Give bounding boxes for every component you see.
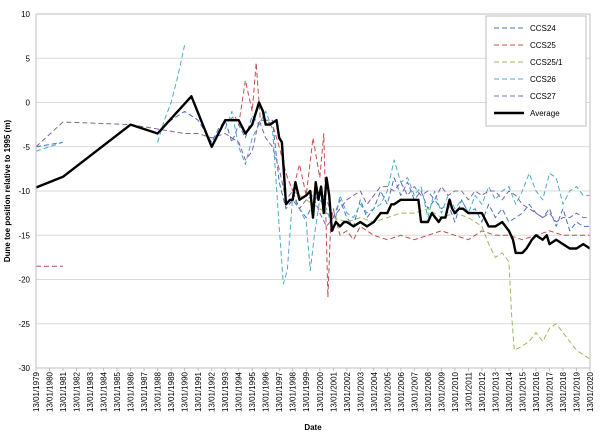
x-tick-label: 13/01/2016 [532, 371, 541, 412]
x-tick-label: 13/01/1982 [73, 371, 82, 412]
x-tick-label: 13/01/2007 [410, 371, 419, 412]
series-line [35, 119, 590, 227]
series-line [224, 110, 590, 285]
legend-label: CCS25 [530, 41, 556, 50]
y-tick-label: -15 [18, 231, 30, 240]
series-ccs26 [35, 44, 590, 285]
x-tick-label: 13/01/1988 [154, 371, 163, 412]
x-tick-label: 13/01/1987 [140, 371, 149, 412]
series-ccs27 [35, 119, 590, 227]
y-tick-label: 0 [26, 99, 31, 108]
x-tick-label: 13/01/2013 [491, 371, 500, 412]
series-line [292, 190, 591, 360]
x-tick-label: 13/01/1999 [302, 371, 311, 412]
y-axis-title: Dune toe position relative to 1995 (m) [3, 120, 12, 263]
legend-label: CCS26 [530, 75, 556, 84]
x-tick-label: 13/01/1992 [208, 371, 217, 412]
x-tick-label: 13/01/1986 [127, 371, 136, 412]
x-tick-label: 13/01/2001 [329, 371, 338, 412]
x-tick-label: 13/01/1990 [181, 371, 190, 412]
series-line [35, 141, 64, 148]
plot-area [35, 13, 591, 369]
x-tick-label: 13/01/2008 [424, 371, 433, 412]
y-tick-label: -25 [18, 320, 30, 329]
legend-label: CCS24 [530, 24, 556, 33]
legend-label: CCS25/1 [530, 58, 563, 67]
legend-box [485, 15, 587, 127]
legend-label: CCS27 [530, 92, 556, 101]
x-tick-label: 13/01/2011 [464, 371, 473, 411]
x-tick-label: 13/01/2012 [478, 371, 487, 412]
x-axis-title: Date [304, 423, 322, 432]
y-tick-label: 5 [26, 54, 31, 63]
x-tick-label: 13/01/1996 [262, 371, 271, 412]
series-ccs25-1 [292, 190, 591, 360]
x-tick-label: 13/01/2002 [343, 371, 352, 412]
x-tick-label: 13/01/1984 [100, 371, 109, 412]
series-ccs24 [35, 110, 590, 232]
x-tick-label: 13/01/1995 [248, 371, 257, 412]
x-tick-label: 13/01/2000 [316, 371, 325, 412]
y-tick-label: -10 [18, 187, 30, 196]
y-tick-label: -5 [23, 143, 31, 152]
legend-label: Average [530, 109, 560, 118]
x-tick-label: 13/01/1994 [235, 371, 244, 412]
x-tick-label: 13/01/2010 [451, 371, 460, 412]
x-tick-label: 13/01/2019 [572, 371, 581, 412]
x-tick-label: 13/01/1979 [32, 371, 41, 412]
series-average [35, 95, 591, 255]
x-tick-label: 13/01/1998 [289, 371, 298, 412]
series-line [35, 95, 591, 255]
y-tick-label: -20 [18, 276, 30, 285]
x-tick-label: 13/01/2014 [505, 371, 514, 412]
x-tick-label: 13/01/2006 [397, 371, 406, 412]
series-line [157, 44, 186, 143]
x-tick-label: 13/01/1991 [194, 371, 203, 412]
x-tick-label: 13/01/2005 [383, 371, 392, 412]
legend: CCS24 CCS25 CCS25/1 CCS26 CCS27 Average [485, 15, 587, 127]
axis-layer: -30 -25 -20 -15 -10 -5 0 5 10 13/01/1979 13/01/198… [3, 10, 595, 432]
x-tick-label: 13/01/2018 [559, 371, 568, 412]
x-tick-label: 13/01/2015 [518, 371, 527, 412]
x-tick-label: 13/01/1985 [113, 371, 122, 412]
series-line [157, 110, 590, 232]
x-tick-label: 13/01/2003 [356, 371, 365, 412]
x-tick-label: 13/01/1989 [167, 371, 176, 412]
series-layer [35, 44, 591, 360]
x-tick-label: 13/01/1997 [275, 371, 284, 412]
y-tick-label: 10 [21, 10, 30, 19]
series-line [35, 141, 64, 152]
x-tick-label: 13/01/2017 [545, 371, 554, 412]
y-tick-label: -30 [18, 364, 30, 373]
x-tick-label: 13/01/1981 [59, 371, 68, 412]
x-tick-label: 13/01/1993 [221, 371, 230, 412]
x-tick-label: 13/01/1980 [46, 371, 55, 412]
x-tick-label: 13/01/2009 [437, 371, 446, 412]
x-tick-label: 13/01/2020 [586, 371, 595, 412]
x-tick-label: 13/01/2004 [370, 371, 379, 412]
x-tick-label: 13/01/1983 [86, 371, 95, 412]
